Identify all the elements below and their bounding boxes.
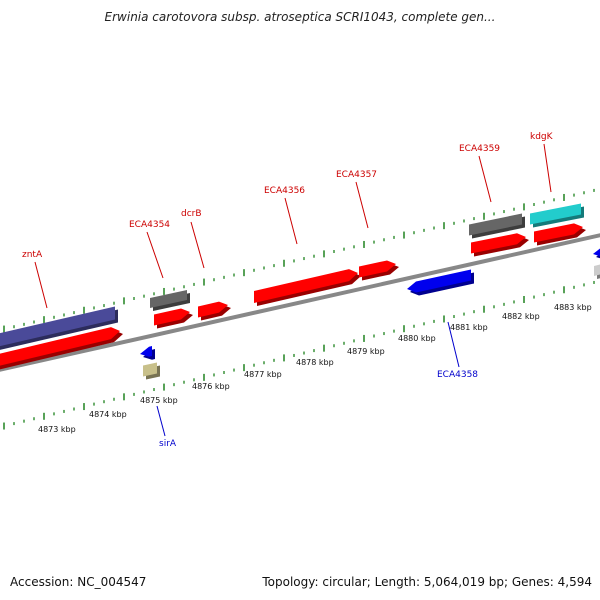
scale-label: 4880 kbp bbox=[398, 334, 436, 343]
cds-eca4359-gray bbox=[469, 213, 525, 239]
scale-label: 4881 kbp bbox=[450, 323, 488, 332]
cds-face bbox=[471, 233, 526, 254]
gene-leader-line bbox=[156, 405, 166, 437]
scale-label: 4879 kbp bbox=[347, 347, 385, 356]
cds-face bbox=[530, 203, 581, 225]
topology-summary: Topology: circular; Length: 5,064,019 bp… bbox=[262, 575, 592, 589]
feature-layer bbox=[0, 203, 600, 380]
gene-leader-line bbox=[447, 321, 460, 368]
cds-znta bbox=[0, 306, 118, 350]
cds-face bbox=[407, 269, 471, 293]
cds-face bbox=[150, 290, 187, 308]
cds-eca4358 bbox=[407, 269, 474, 296]
cds-face bbox=[0, 327, 120, 366]
gene-label-eca4358: ECA4358 bbox=[437, 370, 478, 380]
gene-label-kdgk: kdgK bbox=[530, 132, 554, 142]
cds-face bbox=[154, 308, 190, 326]
gene-leader-line bbox=[478, 155, 492, 203]
gene-leader-line bbox=[284, 197, 298, 245]
cds-face bbox=[140, 346, 152, 357]
cds-forward-1 bbox=[0, 327, 123, 370]
cds-sira bbox=[140, 346, 155, 360]
accession-text: Accession: NC_004547 bbox=[10, 575, 147, 589]
cds-face bbox=[469, 213, 522, 236]
gene-leader-line bbox=[190, 221, 205, 269]
gene-label-znta: zntA bbox=[22, 250, 43, 260]
cds-face bbox=[593, 248, 600, 257]
label-layer: 4873 kbp 4874 kbp 4875 kbp 4876 kbp 4877 kbp… bbox=[22, 132, 592, 449]
scale-label: 4878 kbp bbox=[296, 358, 334, 367]
cds-face bbox=[254, 269, 358, 303]
cds-face bbox=[198, 301, 228, 318]
label-leaders bbox=[34, 143, 552, 437]
gene-leader-line bbox=[355, 181, 369, 229]
scale-label: 4876 kbp bbox=[192, 382, 230, 391]
gene-label-eca4359: ECA4359 bbox=[459, 144, 500, 154]
cds-eca4354 bbox=[154, 308, 193, 329]
gene-label-eca4357: ECA4357 bbox=[336, 170, 377, 180]
scale-ticks bbox=[3, 188, 595, 430]
gene-label-eca4354: ECA4354 bbox=[129, 220, 170, 230]
gene-label-sira: sirA bbox=[159, 439, 177, 449]
cds-gray-right bbox=[594, 264, 600, 279]
cds-face bbox=[534, 223, 583, 243]
cds-face bbox=[594, 264, 600, 276]
cds-face bbox=[0, 306, 115, 347]
cds-face bbox=[143, 362, 157, 377]
cds-blue-right bbox=[593, 248, 600, 259]
gene-leader-line bbox=[543, 143, 552, 193]
cds-eca4359 bbox=[471, 233, 529, 257]
cds-eca4357 bbox=[359, 260, 399, 281]
upper-tick-row bbox=[3, 188, 595, 333]
scale-label: 4882 kbp bbox=[502, 312, 540, 321]
lower-tick-row bbox=[3, 280, 595, 430]
scale-label: 4873 kbp bbox=[38, 425, 76, 434]
cds-face bbox=[359, 260, 396, 278]
scale-label: 4883 kbp bbox=[554, 303, 592, 312]
cds-eca4354-gray bbox=[150, 290, 190, 311]
gene-leader-line bbox=[146, 231, 164, 279]
scale-label: 4877 kbp bbox=[244, 370, 282, 379]
cds-dcrb bbox=[198, 301, 231, 321]
gene-leader-line bbox=[34, 261, 48, 309]
cds-khaki bbox=[143, 362, 160, 380]
cds-kdgk bbox=[530, 203, 584, 228]
scale-label: 4874 kbp bbox=[89, 410, 127, 419]
cds-forward-right bbox=[534, 223, 586, 246]
cds-eca4356 bbox=[254, 269, 361, 306]
gene-label-eca4356: ECA4356 bbox=[264, 186, 305, 196]
backbone-line bbox=[0, 233, 600, 372]
map-title: Erwinia carotovora subsp. atroseptica SC… bbox=[104, 10, 496, 24]
scale-label: 4875 kbp bbox=[140, 396, 178, 405]
gene-label-dcrb: dcrB bbox=[181, 209, 202, 219]
